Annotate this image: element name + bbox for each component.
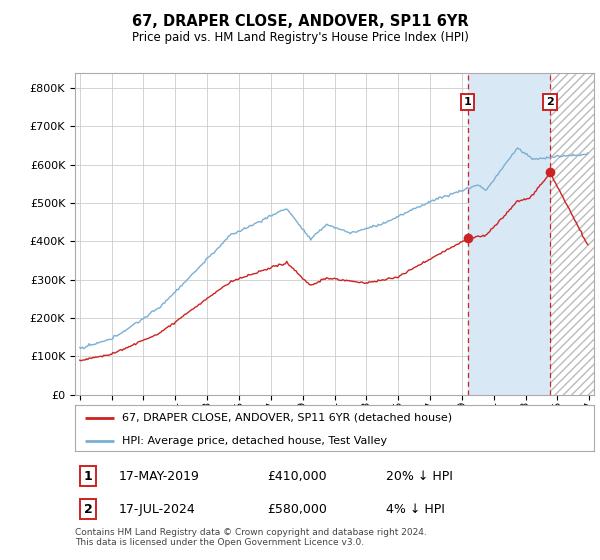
Text: 1: 1 (464, 97, 472, 107)
Text: 67, DRAPER CLOSE, ANDOVER, SP11 6YR: 67, DRAPER CLOSE, ANDOVER, SP11 6YR (131, 14, 469, 29)
Text: 1: 1 (83, 469, 92, 483)
Text: 17-JUL-2024: 17-JUL-2024 (119, 502, 196, 516)
Text: 67, DRAPER CLOSE, ANDOVER, SP11 6YR (detached house): 67, DRAPER CLOSE, ANDOVER, SP11 6YR (det… (122, 413, 452, 423)
Text: 20% ↓ HPI: 20% ↓ HPI (386, 469, 453, 483)
Text: £580,000: £580,000 (267, 502, 327, 516)
Bar (550, 73, 594, 395)
Text: Price paid vs. HM Land Registry's House Price Index (HPI): Price paid vs. HM Land Registry's House … (131, 31, 469, 44)
Text: 2: 2 (83, 502, 92, 516)
Text: 2: 2 (546, 97, 554, 107)
Text: HPI: Average price, detached house, Test Valley: HPI: Average price, detached house, Test… (122, 436, 387, 446)
Text: Contains HM Land Registry data © Crown copyright and database right 2024.
This d: Contains HM Land Registry data © Crown c… (75, 528, 427, 547)
Text: 17-MAY-2019: 17-MAY-2019 (119, 469, 200, 483)
Bar (468, 73, 550, 395)
Text: 4% ↓ HPI: 4% ↓ HPI (386, 502, 445, 516)
Text: £410,000: £410,000 (267, 469, 326, 483)
Bar (550, 73, 594, 395)
